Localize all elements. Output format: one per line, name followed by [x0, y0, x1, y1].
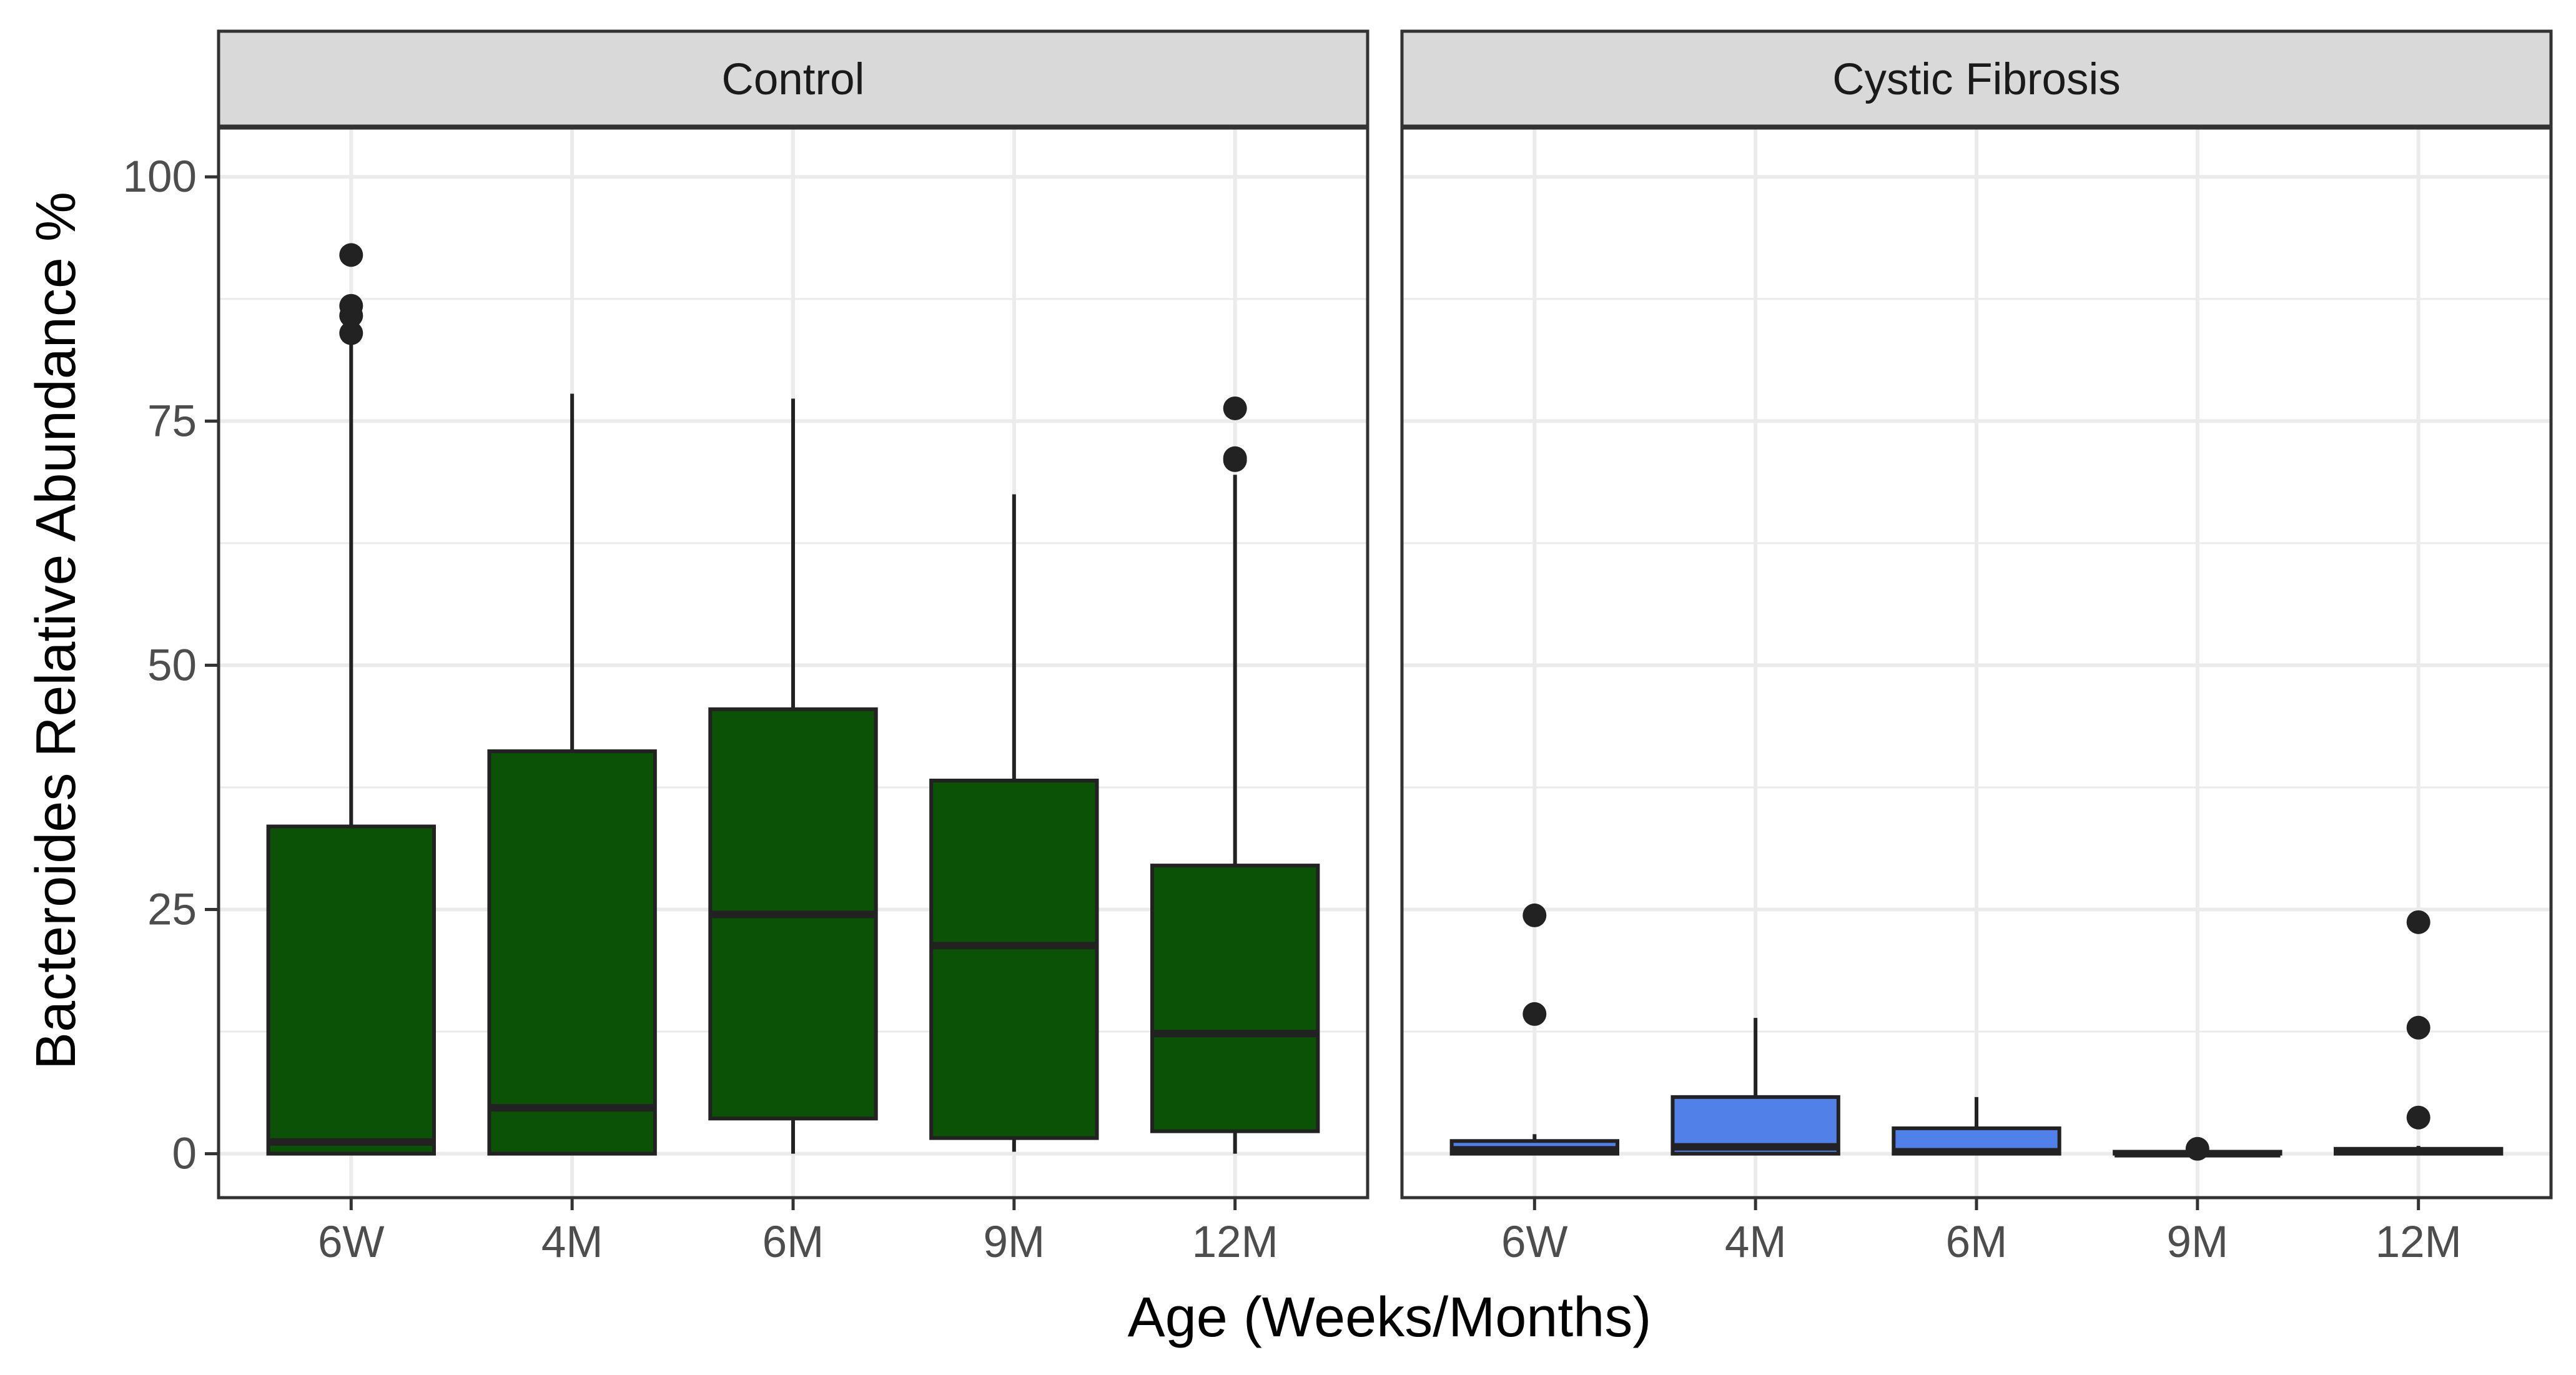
outlier-point — [2406, 1015, 2430, 1040]
outlier-point — [1522, 1002, 1547, 1026]
outlier-point — [1223, 446, 1247, 470]
x-tick-label: 6M — [762, 1218, 824, 1267]
outlier-point — [339, 243, 363, 267]
box-iqr — [487, 749, 657, 1156]
y-axis-title: Bacteroides Relative Abundance % — [25, 192, 87, 1070]
x-tick-label: 9M — [984, 1218, 1045, 1267]
facet-strip-label: Cystic Fibrosis — [1832, 55, 2121, 104]
y-axis: 0 25 50 75 100 — [123, 152, 219, 1179]
y-tick-label: 75 — [147, 397, 197, 446]
x-tick-label: 12M — [2376, 1218, 2462, 1267]
box-iqr — [929, 779, 1099, 1140]
box-6M — [1892, 1097, 2061, 1156]
x-tick-label: 12M — [1192, 1218, 1278, 1267]
box-6W — [1449, 903, 1620, 1156]
facet-strip-label: Control — [722, 55, 865, 104]
box-6W — [266, 243, 436, 1156]
x-tick-label: 6M — [1946, 1218, 2008, 1267]
outlier-point — [1522, 903, 1547, 927]
x-tick-label: 4M — [541, 1218, 603, 1267]
facet-strip — [1400, 29, 2553, 128]
facet-strip — [217, 29, 1369, 128]
x-axis-title: Age (Weeks/Months) — [1128, 1286, 1652, 1349]
x-tick-label: 4M — [1725, 1218, 1787, 1267]
box-4M — [1670, 1018, 1840, 1156]
box-12M — [2334, 910, 2504, 1156]
facet-panel-1: Control 6W 4M 6M 9M 12M — [217, 29, 1369, 1267]
facet-panels: Control 6W 4M 6M 9M 12M Cystic Fibrosis 6W 4M 6M 9… — [217, 29, 2553, 1267]
box-iqr — [1150, 864, 1320, 1133]
y-tick-label: 50 — [147, 641, 197, 690]
y-tick-label: 0 — [172, 1130, 197, 1179]
outlier-point — [339, 321, 363, 345]
box-9M — [2113, 1136, 2282, 1161]
outlier-point — [2406, 910, 2430, 934]
box-4M — [487, 393, 657, 1156]
box-9M — [929, 494, 1099, 1152]
outlier-point — [2406, 1105, 2430, 1130]
outlier-point — [2185, 1136, 2209, 1161]
outlier-point — [1223, 396, 1247, 420]
facet-panel-2: Cystic Fibrosis 6W 4M 6M 9M 12M — [1400, 29, 2553, 1267]
x-tick-label: 6W — [1501, 1218, 1568, 1267]
outlier-point — [339, 293, 363, 318]
box-iqr — [266, 824, 436, 1156]
box-6M — [708, 398, 878, 1154]
y-tick-label: 100 — [123, 152, 197, 202]
y-tick-label: 25 — [147, 885, 197, 935]
box-12M — [1150, 396, 1320, 1154]
x-tick-label: 6W — [318, 1218, 385, 1267]
x-tick-label: 9M — [2167, 1218, 2229, 1267]
